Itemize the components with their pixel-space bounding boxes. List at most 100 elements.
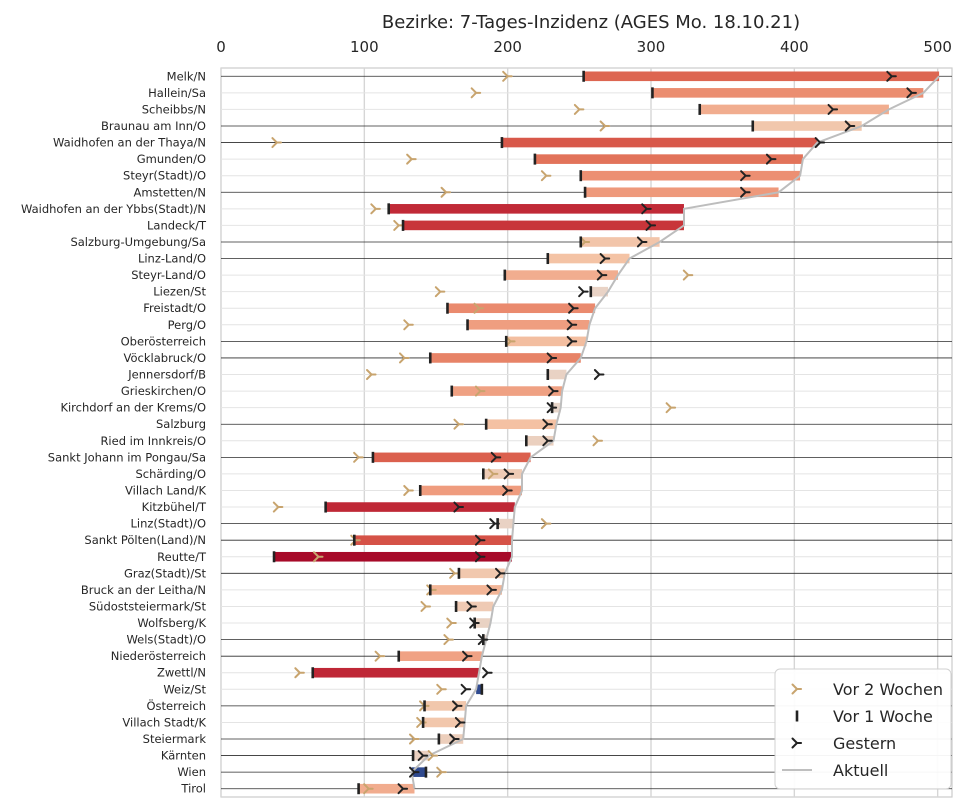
- marker-yesterday: [490, 451, 502, 463]
- marker-yesterday: [454, 716, 466, 728]
- category-label: Linz-Land/O: [138, 252, 206, 266]
- category-label: Steyr(Stadt)/O: [123, 169, 206, 183]
- marker-yesterday: [906, 87, 917, 99]
- category-label: Braunau am Inn/O: [101, 119, 206, 133]
- category-label: Villach Stadt/K: [122, 715, 206, 729]
- category-label: Freistadt/O: [143, 301, 206, 315]
- change-bar: [526, 435, 554, 446]
- marker-two-weeks: [440, 186, 452, 198]
- change-bar: [580, 170, 801, 181]
- marker-two-weeks: [363, 783, 374, 795]
- change-bar: [486, 419, 557, 430]
- category-label: Sankt Johann im Pongau/Sa: [48, 450, 206, 464]
- marker-yesterday: [641, 203, 652, 215]
- marker-two-weeks: [398, 352, 410, 364]
- category-label: Niederösterreich: [111, 649, 206, 663]
- category-label: Reutte/T: [157, 550, 207, 564]
- category-label: Liezen/St: [153, 285, 206, 299]
- marker-yesterday: [593, 369, 605, 381]
- marker-two-weeks: [403, 319, 414, 331]
- category-label: Scheibbs/N: [142, 102, 206, 116]
- marker-yesterday: [599, 253, 611, 265]
- change-bar: [501, 137, 818, 148]
- marker-yesterday: [453, 501, 464, 513]
- change-bar: [423, 717, 465, 728]
- marker-two-weeks: [473, 302, 485, 314]
- change-bar: [424, 701, 467, 711]
- change-bar: [372, 452, 531, 463]
- category-label: Schärding/O: [136, 467, 207, 481]
- marker-yesterday: [542, 435, 553, 447]
- marker-yesterday: [397, 783, 409, 795]
- marker-two-weeks: [502, 70, 513, 82]
- marker-yesterday: [466, 600, 477, 612]
- change-bar: [413, 750, 429, 761]
- category-label: Wien: [177, 765, 206, 779]
- change-bar: [474, 618, 491, 628]
- change-bar: [388, 204, 684, 214]
- marker-yesterday: [486, 584, 497, 596]
- legend-symbol-yesterday: [791, 737, 803, 749]
- category-label: Linz(Stadt)/O: [131, 517, 207, 531]
- marker-yesterday: [827, 103, 839, 115]
- marker-two-weeks: [453, 418, 464, 430]
- marker-yesterday: [489, 518, 500, 530]
- marker-yesterday: [566, 319, 578, 331]
- change-bar: [547, 369, 567, 380]
- marker-two-weeks: [665, 402, 677, 414]
- marker-two-weeks: [403, 484, 414, 496]
- category-label: Steiermark: [143, 732, 207, 746]
- category-label: Wolfsberg/K: [137, 616, 206, 630]
- change-bar: [358, 783, 415, 794]
- category-label: Kirchdorf an der Krems/O: [60, 401, 206, 415]
- marker-yesterday: [546, 402, 558, 414]
- marker-yesterday: [482, 667, 493, 679]
- change-bar: [580, 237, 660, 247]
- marker-yesterday: [462, 650, 473, 662]
- change-bar: [403, 220, 684, 231]
- category-label: Landeck/T: [147, 218, 207, 232]
- marker-two-weeks: [436, 766, 447, 778]
- marker-two-weeks: [540, 518, 552, 530]
- category-label: Sankt Pölten(Land)/N: [84, 533, 206, 547]
- change-bar: [438, 734, 464, 744]
- legend-label: Vor 1 Woche: [833, 707, 933, 726]
- marker-two-weeks: [312, 551, 324, 563]
- marker-yesterday: [568, 302, 579, 314]
- marker-yesterday: [409, 766, 420, 778]
- marker-two-weeks: [446, 617, 457, 629]
- marker-yesterday: [460, 683, 472, 695]
- category-label: Waidhofen an der Thaya/N: [53, 136, 206, 150]
- marker-two-weeks: [682, 269, 694, 281]
- marker-two-weeks: [374, 650, 386, 662]
- x-tick-label: 100: [350, 38, 379, 56]
- change-bar: [458, 568, 505, 579]
- legend-symbol-two-weeks: [791, 683, 803, 695]
- category-label: Jennersdorf/B: [127, 368, 206, 382]
- marker-yesterday: [578, 286, 589, 298]
- change-bar: [398, 651, 482, 661]
- marker-two-weeks: [406, 153, 417, 165]
- category-label: Hallein/Sa: [148, 86, 206, 100]
- x-tick-label: 300: [637, 38, 666, 56]
- marker-yesterday: [740, 186, 751, 198]
- change-bar: [590, 286, 608, 297]
- marker-two-weeks: [420, 600, 432, 612]
- marker-two-weeks: [366, 369, 377, 381]
- marker-two-weeks: [427, 750, 439, 762]
- marker-two-weeks: [434, 286, 446, 298]
- marker-yesterday: [740, 170, 751, 182]
- category-label: Kitzbühel/T: [142, 500, 207, 514]
- change-bar: [312, 667, 479, 678]
- marker-two-weeks: [540, 170, 552, 182]
- chart-title: Bezirke: 7-Tages-Inzidenz (AGES Mo. 18.1…: [382, 12, 800, 33]
- legend-label: Aktuell: [833, 761, 888, 780]
- marker-two-weeks: [443, 634, 454, 646]
- category-label: Salzburg-Umgebung/Sa: [70, 235, 206, 249]
- plot-area: 0 100 200 300 400 500 Melk/N Hallein/Sa Scheibbs…: [21, 38, 953, 798]
- category-label: Waidhofen an der Ybbs(Stadt)/N: [21, 202, 206, 216]
- legend-label: Vor 2 Wochen: [833, 680, 943, 699]
- change-bar: [752, 121, 862, 131]
- marker-yesterday: [542, 418, 553, 430]
